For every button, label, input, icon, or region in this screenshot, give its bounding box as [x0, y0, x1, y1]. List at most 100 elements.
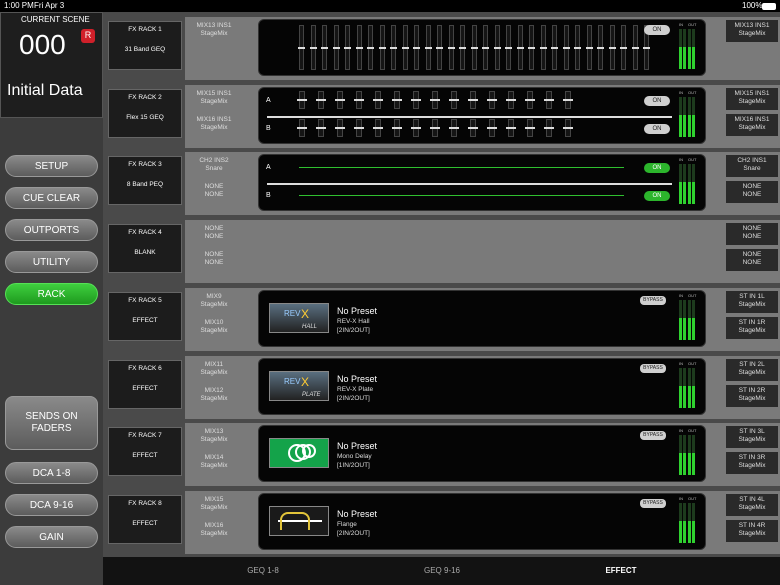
input-port[interactable]: MIX13 StageMix: [188, 426, 240, 448]
rack-kind: EFFECT: [132, 452, 158, 460]
on-button[interactable]: ON: [644, 95, 670, 106]
output-port[interactable]: MIX16 INS1 StageMix: [726, 113, 778, 136]
input-port[interactable]: CH2 INS2 Snare: [188, 155, 240, 177]
bypass-button[interactable]: BYPASS: [640, 295, 666, 305]
output-port[interactable]: NONE NONE: [726, 249, 778, 272]
fader-knob: [574, 47, 581, 49]
rack-title: FX RACK 4: [128, 229, 162, 237]
meter-label: OUT: [688, 292, 697, 298]
tab[interactable]: GEQ 9-16: [423, 566, 460, 575]
rack-name-box[interactable]: FX RACK 2 Flex 15 GEQ: [108, 88, 182, 138]
on-button[interactable]: ON: [644, 163, 670, 174]
effect-icon[interactable]: [269, 505, 329, 536]
menu-button[interactable]: GAIN: [5, 526, 98, 548]
input-port[interactable]: MIX11 StageMix: [188, 359, 240, 381]
input-port[interactable]: MIX14 StageMix: [188, 452, 240, 474]
output-port[interactable]: ST IN 2L StageMix: [726, 358, 778, 381]
input-port[interactable]: MIX9 StageMix: [188, 291, 240, 313]
rack-name-box[interactable]: FX RACK 5 EFFECT: [108, 291, 182, 341]
effect-icon[interactable]: REV X PLATE: [269, 370, 329, 401]
preset-name: No Preset: [337, 441, 378, 452]
on-button[interactable]: ON: [644, 25, 670, 35]
output-label: MIX13 INS1: [734, 22, 770, 29]
effect-icon[interactable]: [269, 438, 329, 469]
output-port[interactable]: MIX13 INS1 StageMix: [726, 20, 778, 42]
menu-button[interactable]: OUTPORTS: [5, 219, 98, 241]
on-button[interactable]: ON: [644, 191, 670, 202]
rack-panel[interactable]: No Preset Flange [2IN/2OUT] BYPASS IN OUT: [258, 492, 706, 550]
input-port[interactable]: MIX15 StageMix: [188, 494, 240, 516]
output-port[interactable]: CH2 INS1 Snare: [726, 155, 778, 178]
input-label: MIX9: [206, 292, 222, 300]
rack-name-box[interactable]: FX RACK 6 EFFECT: [108, 359, 182, 409]
input-port[interactable]: MIX13 INS1 StageMix: [188, 20, 240, 42]
output-port[interactable]: ST IN 3L StageMix: [726, 426, 778, 449]
output-label: Snare: [743, 165, 761, 173]
scene-box[interactable]: CURRENT SCENE 000 R Initial Data: [0, 12, 103, 118]
meter-level: [692, 317, 695, 340]
bypass-button[interactable]: BYPASS: [640, 431, 666, 441]
meter-level: [688, 317, 691, 340]
input-label: MIX14: [204, 454, 224, 462]
tab[interactable]: GEQ 1-8: [247, 566, 279, 575]
rack: FX RACK 8 EFFECT MIX15 StageMix MIX16 StageMi…: [103, 490, 780, 554]
tab[interactable]: EFFECT: [605, 566, 637, 575]
rack-panel[interactable]: REV X PLATE No Preset REV-X Plate [2IN/2OUT] B…: [258, 357, 706, 415]
menu-button[interactable]: DCA 9-16: [5, 494, 98, 516]
input-port[interactable]: NONE NONE: [188, 249, 240, 271]
fader-knob: [392, 98, 402, 101]
input-port[interactable]: MIX12 StageMix: [188, 385, 240, 407]
bypass-button[interactable]: BYPASS: [640, 363, 666, 373]
rack-name-box[interactable]: FX RACK 1 31 Band GEQ: [108, 21, 182, 70]
output-label: NONE: [742, 191, 762, 199]
input-port[interactable]: NONE NONE: [188, 223, 240, 245]
menu-button[interactable]: CUE CLEAR: [5, 187, 98, 209]
rack-name-box[interactable]: FX RACK 8 EFFECT: [108, 494, 182, 544]
menu-button[interactable]: SENDS ON FADERS: [5, 396, 98, 450]
meter-label: IN: [679, 22, 683, 27]
meter-level: [688, 453, 691, 476]
rack-kind: EFFECT: [132, 384, 158, 392]
rack-panel[interactable]: No Preset Mono Delay [1IN/2OUT] BYPASS IN OUT: [258, 425, 706, 483]
on-button[interactable]: ON: [644, 123, 670, 134]
rack-panel[interactable]: REV X HALL No Preset REV-X Hall [2IN/2OUT] BYP…: [258, 289, 706, 347]
input-label: StageMix: [200, 462, 228, 470]
output-port[interactable]: ST IN 3R StageMix: [726, 452, 778, 475]
meter-level: [683, 317, 686, 340]
rack-name-box[interactable]: FX RACK 4 BLANK: [108, 224, 182, 274]
output-port[interactable]: NONE NONE: [726, 223, 778, 246]
menu-button[interactable]: RACK: [5, 283, 98, 305]
bypass-button[interactable]: BYPASS: [640, 498, 666, 508]
output-label: StageMix: [738, 368, 766, 376]
output-port[interactable]: ST IN 4L StageMix: [726, 493, 778, 516]
meter-level: [679, 182, 682, 205]
fader-knob: [563, 126, 573, 129]
rack-kind: Flex 15 GEQ: [126, 113, 164, 121]
input-port[interactable]: MIX15 INS1 StageMix: [188, 88, 240, 110]
input-port[interactable]: MIX10 StageMix: [188, 317, 240, 339]
rack-panel[interactable]: ON IN OUT: [258, 19, 706, 76]
scene-badge: R: [81, 29, 95, 43]
output-label: StageMix: [738, 97, 766, 105]
input-port[interactable]: NONE NONE: [188, 181, 240, 203]
output-port[interactable]: NONE NONE: [726, 181, 778, 204]
output-port[interactable]: ST IN 2R StageMix: [726, 384, 778, 407]
input-label: Snare: [205, 165, 223, 173]
rack-panel[interactable]: A ON B ON IN OUT: [258, 86, 706, 144]
rack-panel[interactable]: A ON B ON IN OUT: [258, 154, 706, 212]
input-port[interactable]: MIX16 INS1 StageMix: [188, 114, 240, 136]
menu-button[interactable]: UTILITY: [5, 251, 98, 273]
menu-button[interactable]: DCA 1-8: [5, 462, 98, 484]
menu-button[interactable]: SETUP: [5, 155, 98, 177]
output-port[interactable]: ST IN 1R StageMix: [726, 316, 778, 339]
input-port[interactable]: MIX16 StageMix: [188, 520, 240, 542]
output-port[interactable]: MIX15 INS1 StageMix: [726, 87, 778, 110]
meter-level: [683, 385, 686, 408]
rack-name-box[interactable]: FX RACK 3 8 Band PEQ: [108, 156, 182, 206]
fader-knob: [562, 47, 570, 49]
effect-icon[interactable]: REV X HALL: [269, 302, 329, 333]
rack-title: FX RACK 2: [128, 93, 162, 101]
output-port[interactable]: ST IN 1L StageMix: [726, 290, 778, 313]
output-port[interactable]: ST IN 4R StageMix: [726, 519, 778, 542]
rack-name-box[interactable]: FX RACK 7 EFFECT: [108, 427, 182, 477]
